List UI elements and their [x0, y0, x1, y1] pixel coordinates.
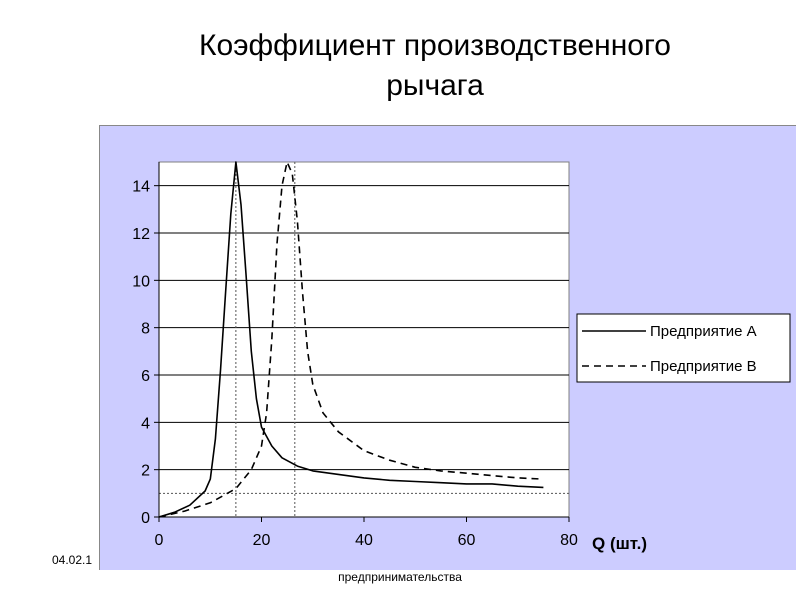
x-tick-label-60: 60	[458, 532, 476, 549]
footer-note: предпринимательства	[338, 570, 462, 584]
x-tick-label-0: 0	[155, 532, 164, 549]
y-tick-label-12: 12	[132, 226, 150, 243]
x-tick-label-40: 40	[355, 532, 373, 549]
tick-labels: 0 2 4 6 8 10 12 14 0 20 40 60 80	[132, 179, 578, 549]
y-tick-label-0: 0	[141, 510, 150, 527]
grid-lines	[159, 185, 569, 471]
legend-label-a: Предприятие А	[650, 323, 757, 340]
footer-date: 04.02.1	[52, 553, 93, 567]
series-line-a	[158, 161, 544, 518]
legend-label-b: Предприятие В	[650, 358, 757, 375]
legend-box	[576, 313, 791, 383]
line-chart: 0 2 4 6 8 10 12 14 0 20 40 60 80 Q (шт.) Предприятие…	[132, 161, 791, 553]
x-tick-label-80: 80	[560, 532, 578, 549]
legend: Предприятие А Предприятие В	[576, 313, 791, 383]
x-axis-label: Q (шт.)	[592, 534, 647, 553]
y-tick-label-4: 4	[141, 415, 150, 432]
slide-title-line-1: Коэффициент производственного	[199, 29, 671, 62]
y-tick-label-14: 14	[132, 179, 150, 196]
x-tick-label-20: 20	[253, 532, 271, 549]
y-tick-label-2: 2	[141, 463, 150, 480]
y-tick-label-8: 8	[141, 321, 150, 338]
axes	[154, 162, 570, 522]
slide-title: Коэффициент производственного рычага	[100, 26, 770, 106]
chart-frame: 0 2 4 6 8 10 12 14 0 20 40 60 80 Q (шт.) Предприятие…	[99, 125, 796, 570]
series-lines	[158, 161, 544, 518]
y-tick-label-10: 10	[132, 273, 150, 290]
slide-title-line-2: рычага	[386, 69, 484, 102]
y-tick-label-6: 6	[141, 368, 150, 385]
series-line-b	[158, 161, 544, 518]
plot-area	[158, 161, 570, 518]
